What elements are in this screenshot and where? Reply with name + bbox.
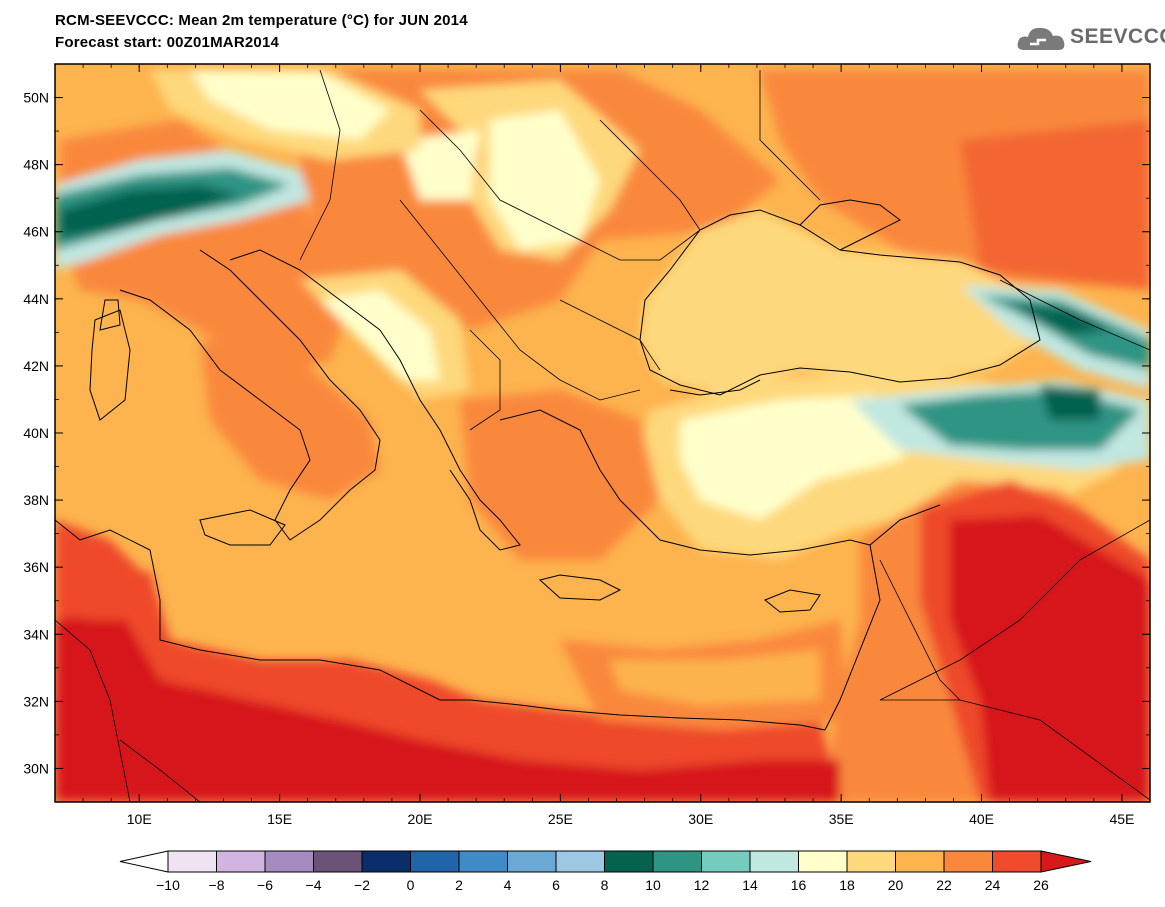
lon-tick-label: 45E — [1109, 811, 1134, 827]
lat-tick-label: 34N — [23, 626, 49, 642]
lon-tick-label: 40E — [969, 811, 994, 827]
colorbar-under-arrow — [119, 850, 169, 873]
colorbar-label: 20 — [888, 877, 904, 893]
colorbar-label: 22 — [936, 877, 952, 893]
lon-tick-label: 20E — [408, 811, 433, 827]
colorbar-label: 0 — [407, 877, 415, 893]
coastlines — [55, 199, 1041, 731]
forecast-start-label: Forecast start: 00Z01MAR2014 — [55, 34, 280, 51]
colorbar-swatch — [167, 850, 217, 873]
lat-tick-label: 42N — [23, 358, 49, 374]
colorbar-swatch — [410, 850, 460, 873]
colorbar-label: 2 — [455, 877, 463, 893]
colorbar-swatch — [992, 850, 1042, 873]
colorbar-label: 16 — [791, 877, 807, 893]
lat-tick-label: 48N — [23, 157, 49, 173]
colorbar-swatch — [943, 850, 993, 873]
colorbar-swatch — [798, 850, 848, 873]
lat-tick-label: 50N — [23, 90, 49, 106]
colorbar-label: −4 — [306, 877, 322, 893]
lat-tick-label: 36N — [23, 559, 49, 575]
longitude-axis: 10E 15E 20E 25E 30E 35E 40E 45E — [54, 64, 1151, 827]
colorbar-label: 10 — [645, 877, 661, 893]
cloud-icon — [1017, 27, 1065, 50]
lat-tick-label: 46N — [23, 224, 49, 240]
colorbar-swatch — [604, 850, 654, 873]
colorbar-swatch — [216, 850, 266, 873]
seevccc-logo: SEEVCCC — [1016, 22, 1165, 56]
country-borders — [55, 69, 1150, 802]
map-title: RCM-SEEVCCC: Mean 2m temperature (°C) fo… — [55, 12, 468, 29]
colorbar-label: −6 — [257, 877, 273, 893]
colorbar-swatch — [264, 850, 314, 873]
colorbar-label: 24 — [985, 877, 1001, 893]
logo-text: SEEVCCC — [1070, 25, 1165, 48]
lat-tick-label: 40N — [23, 425, 49, 441]
lat-tick-label: 38N — [23, 492, 49, 508]
colorbar-swatch — [555, 850, 605, 873]
colorbar-label: 18 — [839, 877, 855, 893]
colorbar-swatch — [361, 850, 411, 873]
colorbar-swatch — [458, 850, 508, 873]
temperature-field — [55, 64, 1150, 802]
lon-tick-label: 35E — [829, 811, 854, 827]
colorbar-swatch — [846, 850, 896, 873]
colorbar-over-arrow — [1040, 850, 1092, 873]
colorbar-swatch — [652, 850, 702, 873]
colorbar-swatch — [895, 850, 945, 873]
latitude-axis: 50N 48N 46N 44N 42N 40N 38N 36N 34N 32N 30N — [23, 63, 1150, 803]
lat-tick-label: 32N — [23, 693, 49, 709]
colorbar-label: 6 — [552, 877, 560, 893]
lon-tick-label: 15E — [267, 811, 292, 827]
colorbar-swatch — [507, 850, 557, 873]
colorbar-label: 12 — [694, 877, 710, 893]
lon-tick-label: 30E — [688, 811, 713, 827]
colorbar-label: 14 — [742, 877, 758, 893]
colorbar-label: 4 — [504, 877, 512, 893]
colorbar-label: −2 — [354, 877, 370, 893]
colorbar-label: 26 — [1033, 877, 1049, 893]
lon-tick-label: 10E — [127, 811, 152, 827]
colorbar-swatch — [313, 850, 363, 873]
colorbar-label: −8 — [209, 877, 225, 893]
lat-tick-label: 30N — [23, 760, 49, 776]
colorbar-label: −10 — [156, 877, 180, 893]
colorbar-swatch — [749, 850, 799, 873]
colorbar-swatch — [701, 850, 751, 873]
colorbar: −10 −8 −6 −4 −2 0 2 4 6 8 10 12 14 16 18 20 22 24 26 — [119, 850, 1092, 893]
lat-tick-label: 44N — [23, 291, 49, 307]
lon-tick-label: 25E — [548, 811, 573, 827]
colorbar-label: 8 — [601, 877, 609, 893]
